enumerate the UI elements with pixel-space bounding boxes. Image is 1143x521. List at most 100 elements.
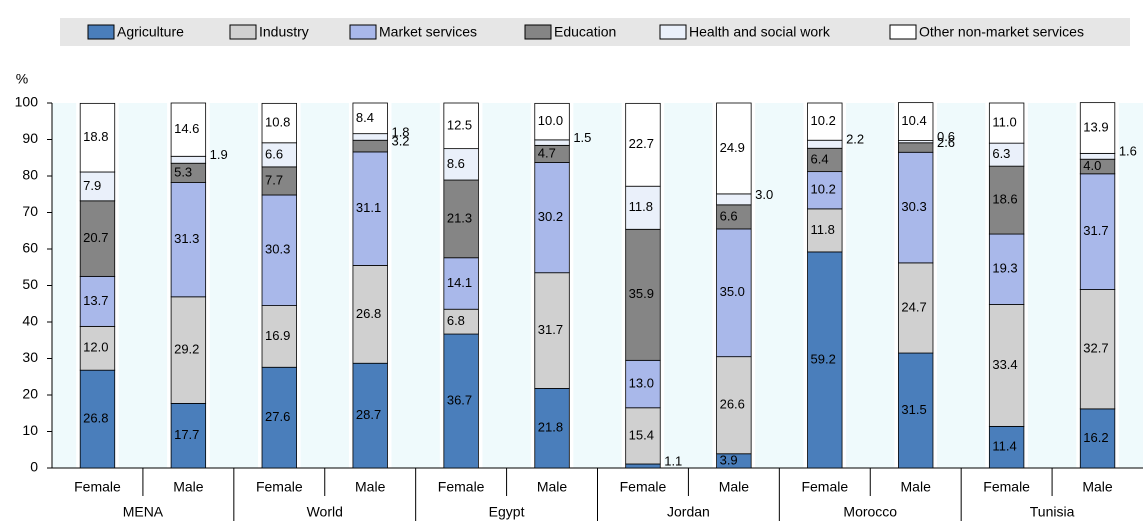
data-label: 35.9: [629, 286, 654, 301]
data-label: 27.6: [265, 409, 290, 424]
bar-segment: [261, 102, 297, 144]
x-tick-label: Male: [901, 479, 932, 495]
bar-segment: [898, 352, 934, 469]
data-label: 22.7: [629, 136, 654, 151]
data-label: 6.3: [992, 146, 1010, 161]
y-tick-label: 10: [22, 422, 38, 438]
data-label: 36.7: [447, 392, 472, 407]
bar-segment: [352, 102, 388, 135]
data-label: 6.4: [811, 151, 829, 166]
bar-segment: [261, 366, 297, 469]
y-tick-label: 80: [22, 167, 38, 183]
bar-segment: [352, 265, 388, 364]
x-tick-label: Male: [355, 479, 386, 495]
bar-segment: [807, 251, 843, 469]
bar-segment: [443, 333, 479, 469]
data-label: 33.4: [992, 357, 1017, 372]
bar-segment: [352, 362, 388, 469]
y-tick-label: 60: [22, 240, 38, 256]
bar-segment: [534, 388, 570, 469]
bar-segment: [625, 185, 661, 230]
bar-segment: [534, 162, 570, 274]
bar-segment: [988, 425, 1025, 469]
legend-label: Other non-market services: [919, 24, 1084, 40]
bar-segment: [625, 102, 661, 187]
data-label: 6.8: [447, 313, 465, 328]
bar-segment: [79, 369, 116, 469]
bar-segment: [625, 463, 661, 469]
x-tick-label: Male: [1082, 479, 1113, 495]
x-tick-label: Male: [173, 479, 204, 495]
data-label: 30.3: [265, 242, 290, 257]
bar-segment: [534, 139, 570, 146]
bar-segment: [716, 356, 752, 455]
legend-swatch: [524, 24, 552, 40]
bar-segment: [625, 359, 661, 409]
data-label: 1.8: [391, 124, 409, 139]
data-label: 12.5: [447, 117, 472, 132]
legend-label: Health and social work: [689, 24, 831, 40]
bar-segment: [716, 193, 752, 206]
y-tick-label: 40: [22, 313, 38, 329]
data-label: 10.8: [265, 115, 290, 130]
group-label: Tunisia: [1030, 504, 1075, 520]
data-label: 6.6: [720, 208, 738, 223]
data-label: 2.2: [846, 132, 864, 147]
data-label: 32.7: [1083, 341, 1108, 356]
data-label: 10.4: [901, 113, 926, 128]
bar-segment: [79, 171, 116, 202]
x-tick-label: Female: [74, 479, 121, 495]
bar-segment: [261, 194, 297, 306]
data-label: 18.6: [992, 192, 1017, 207]
bar-segment: [898, 102, 934, 141]
data-label: 28.7: [356, 407, 381, 422]
data-label: 11.8: [629, 199, 653, 214]
x-tick-label: Male: [537, 479, 568, 495]
bar-segment: [716, 102, 752, 195]
y-tick-label: 50: [22, 276, 38, 292]
data-label: 10.2: [811, 182, 836, 197]
data-label: 8.6: [447, 156, 465, 171]
bar-segment: [170, 402, 207, 469]
legend-label: Education: [554, 24, 616, 40]
data-label: 11.4: [992, 439, 1016, 454]
data-label: 11.0: [992, 115, 1016, 130]
bar-segment: [170, 155, 207, 164]
data-label: 16.9: [265, 328, 290, 343]
bar-segment: [170, 296, 207, 404]
data-label: 13.7: [83, 293, 108, 308]
legend-label: Agriculture: [117, 24, 184, 40]
data-label: 18.8: [83, 129, 108, 144]
group-label: World: [307, 504, 343, 520]
legend-swatch: [889, 24, 917, 40]
x-tick-label: Female: [438, 479, 485, 495]
data-label: 31.7: [538, 322, 563, 337]
y-axis-unit: %: [16, 71, 28, 87]
bar-segment: [443, 179, 479, 259]
data-label: 2.6: [937, 135, 955, 150]
data-label: 17.7: [174, 427, 199, 442]
data-label: 1.5: [573, 130, 591, 145]
y-tick-label: 20: [22, 386, 38, 402]
group-label: Egypt: [489, 504, 525, 520]
bar-segment: [898, 142, 934, 153]
bar-segment: [79, 200, 116, 277]
legend-label: Market services: [379, 24, 477, 40]
bar-segment: [988, 233, 1025, 305]
group-label: Jordan: [667, 504, 710, 520]
bar-segment: [988, 102, 1025, 144]
data-label: 4.7: [538, 145, 556, 160]
data-label: 16.2: [1083, 430, 1108, 445]
bar-segment: [443, 102, 479, 150]
bar-segment: [898, 151, 934, 264]
y-tick-label: 90: [22, 130, 38, 146]
x-tick-label: Female: [256, 479, 303, 495]
data-label: 21.3: [447, 210, 472, 225]
data-label: 13.0: [629, 375, 654, 390]
data-label: 26.6: [720, 397, 745, 412]
y-tick-label: 30: [22, 349, 38, 365]
data-label: 29.2: [174, 342, 199, 357]
data-label: 1.9: [210, 147, 228, 162]
